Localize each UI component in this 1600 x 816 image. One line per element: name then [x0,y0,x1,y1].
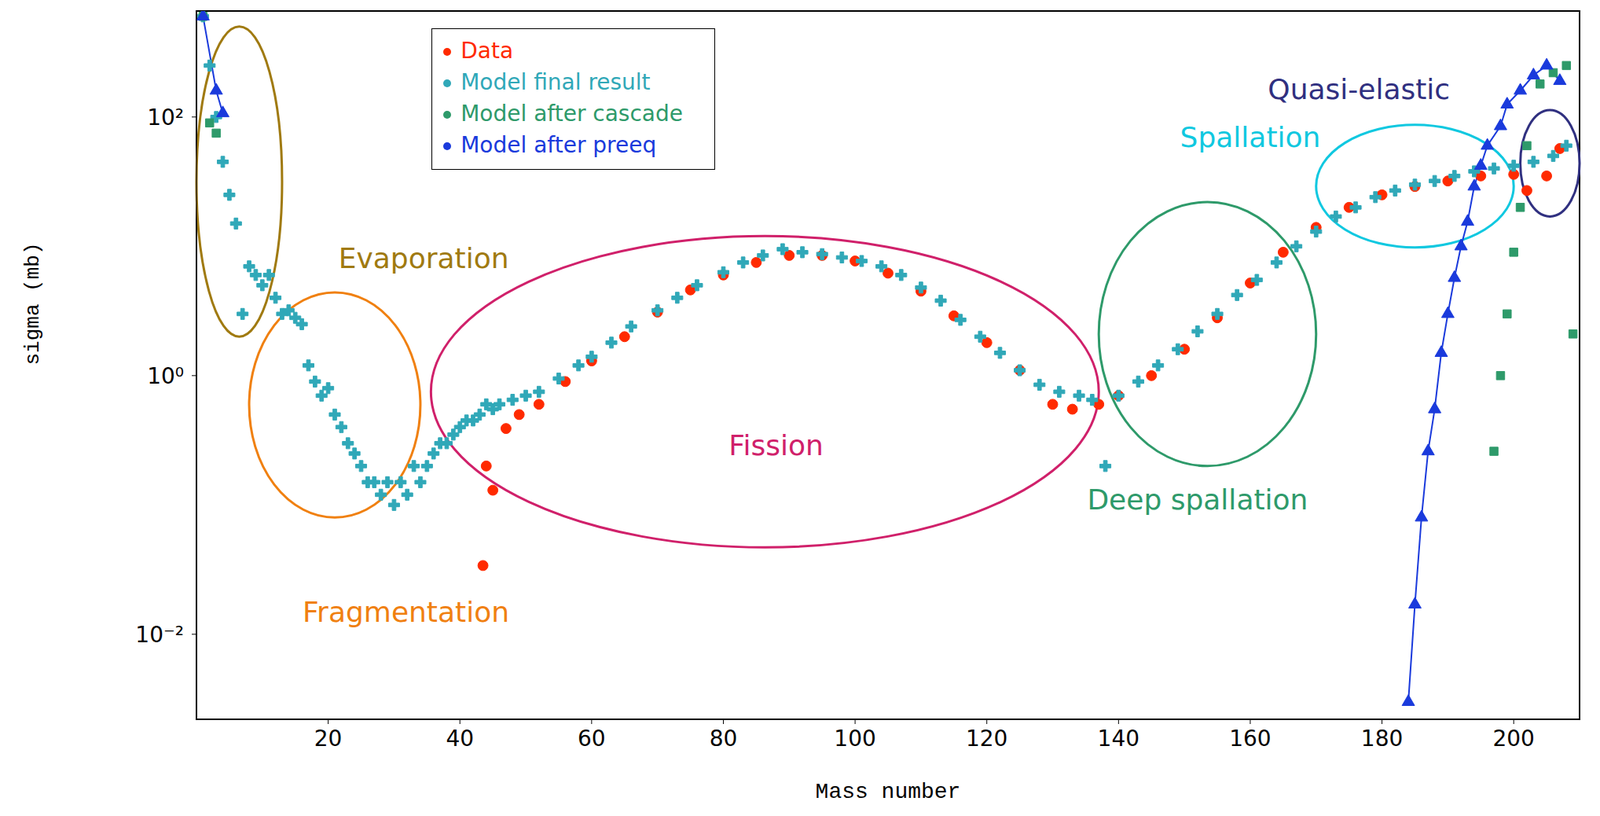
svg-text:Deep spallation: Deep spallation [1086,483,1308,516]
svg-text:sigma (mb): sigma (mb) [21,242,45,365]
svg-text:200: 200 [1492,725,1534,752]
svg-text:Fission: Fission [728,429,823,462]
html-text:Data: Data [460,37,514,64]
svg-text:120: 120 [965,725,1008,752]
svg-text:10⁻²: 10⁻² [135,621,184,648]
svg-text:10²: 10² [146,104,184,131]
svg-text:Quasi-elastic: Quasi-elastic [1267,73,1450,106]
svg-text:Evaporation: Evaporation [338,242,510,275]
svg-text:40: 40 [445,725,474,752]
svg-text:10⁰: 10⁰ [146,363,184,389]
html-text:Model after preeq: Model after preeq [460,132,657,158]
svg-text:140: 140 [1097,725,1140,752]
svg-text:20: 20 [314,725,343,752]
svg-text:180: 180 [1361,725,1403,752]
html-text:Model after cascade: Model after cascade [460,100,683,127]
svg-text:160: 160 [1229,725,1271,752]
svg-text:Mass number: Mass number [815,779,962,804]
svg-text:Spallation: Spallation [1180,121,1322,154]
svg-text:Fragmentation: Fragmentation [302,595,510,628]
html-text:Model final result: Model final result [460,69,651,96]
svg-text:100: 100 [833,725,876,752]
svg-text:60: 60 [577,725,606,752]
svg-text:80: 80 [709,725,738,752]
